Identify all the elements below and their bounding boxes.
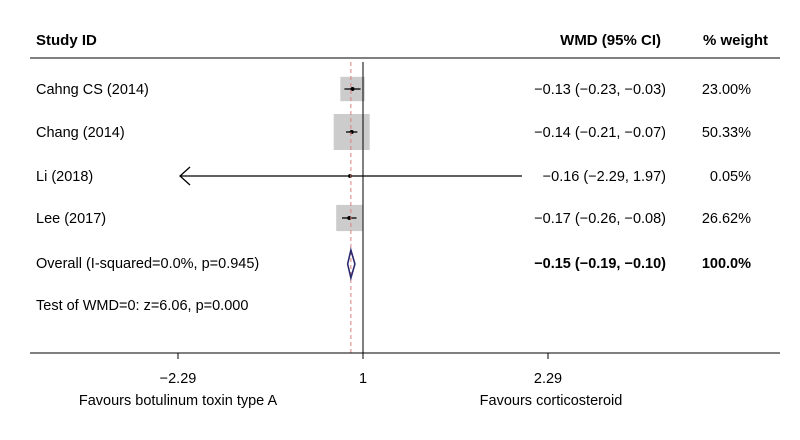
- header-wmd: WMD (95% CI): [560, 32, 661, 49]
- header-weight: % weight: [703, 32, 768, 49]
- header-study-id: Study ID: [36, 32, 97, 49]
- study-label: Li (2018): [36, 169, 93, 185]
- overall-weight-text: 100.0%: [702, 256, 751, 272]
- study-weight-text: 26.62%: [702, 211, 751, 227]
- study-label: Lee (2017): [36, 211, 106, 227]
- study-ci-text: −0.16 (−2.29, 1.97): [543, 169, 666, 185]
- x-tick-label: 2.29: [534, 371, 562, 387]
- overall-ci-text: −0.15 (−0.19, −0.10): [534, 256, 666, 272]
- study-ci-text: −0.14 (−0.21, −0.07): [534, 125, 666, 141]
- x-tick-label: 1: [359, 371, 367, 387]
- test-of-wmd: Test of WMD=0: z=6.06, p=0.000: [36, 298, 248, 314]
- study-row: Li (2018) −0.16 (−2.29, 1.97) 0.05%: [36, 166, 751, 186]
- x-axis-ticks: −2.29 1 2.29: [160, 353, 562, 387]
- study-label: Chang (2014): [36, 125, 125, 141]
- study-ci-text: −0.17 (−0.26, −0.08): [534, 211, 666, 227]
- study-ci-text: −0.13 (−0.23, −0.03): [534, 82, 666, 98]
- study-label: Cahng CS (2014): [36, 82, 149, 98]
- study-row: Cahng CS (2014) −0.13 (−0.23, −0.03) 23.00…: [36, 76, 751, 102]
- favours-right-label: Favours corticosteroid: [480, 393, 623, 409]
- study-row: Lee (2017) −0.17 (−0.26, −0.08) 26.62%: [36, 204, 751, 232]
- point-estimate: [348, 174, 353, 178]
- study-row: Chang (2014) −0.14 (−0.21, −0.07) 50.33%: [36, 114, 751, 150]
- point-estimate: [349, 130, 354, 134]
- x-tick-label: −2.29: [160, 371, 197, 387]
- study-rows: Cahng CS (2014) −0.13 (−0.23, −0.03) 23.00…: [36, 76, 751, 232]
- ci-arrow-left: [179, 166, 191, 186]
- overall-label: Overall (I-squared=0.0%, p=0.945): [36, 256, 259, 272]
- favours-left-label: Favours botulinum toxin type A: [79, 393, 278, 409]
- study-weight-text: 0.05%: [710, 169, 751, 185]
- overall-diamond: [346, 246, 356, 282]
- point-estimate: [350, 87, 355, 91]
- point-estimate: [347, 216, 352, 220]
- study-weight-text: 50.33%: [702, 125, 751, 141]
- study-weight-text: 23.00%: [702, 82, 751, 98]
